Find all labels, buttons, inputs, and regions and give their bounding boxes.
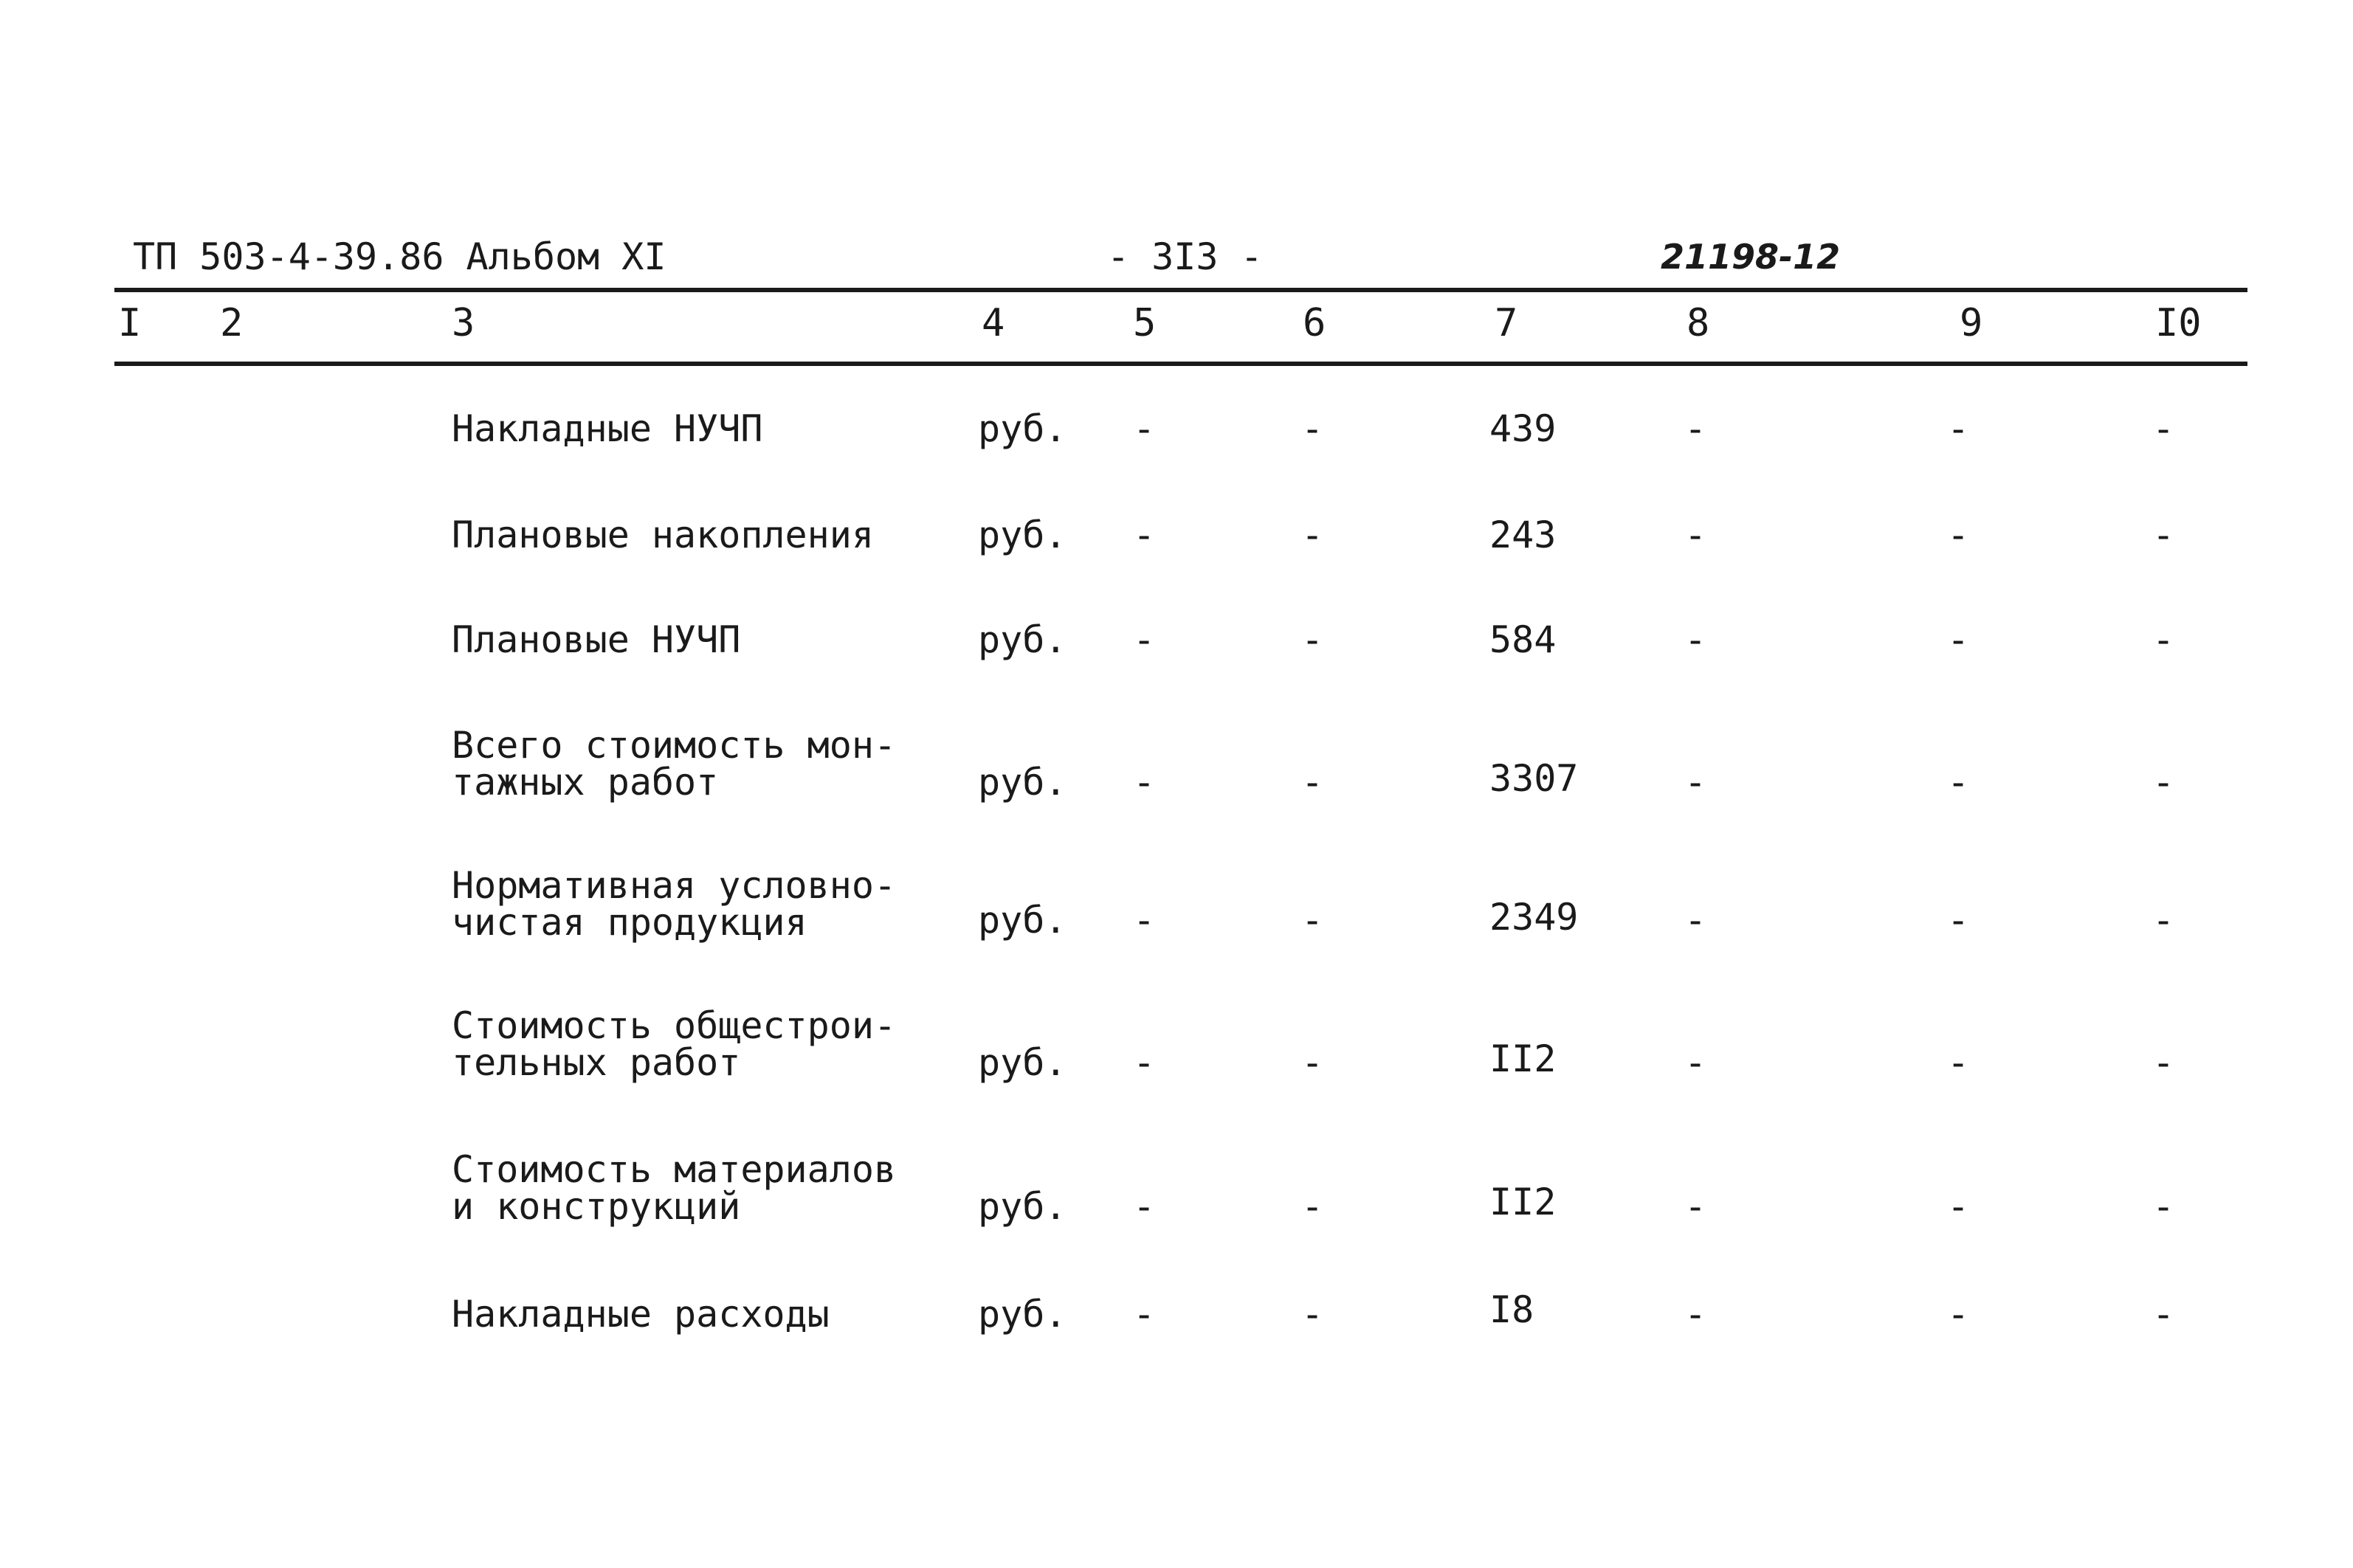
row-col6: - (1301, 761, 1324, 804)
row-unit: руб. (978, 514, 1067, 556)
row-col6: - (1301, 407, 1324, 450)
column-number-7: 7 (1495, 301, 1518, 345)
column-number-4: 4 (982, 301, 1005, 345)
row-name-line: Стоимость материалов (452, 1148, 897, 1191)
row-name-line: Накладные НУЧП (452, 407, 763, 450)
row-name-line: Нормативная условно- (452, 864, 897, 907)
column-number-3: 3 (452, 301, 475, 345)
column-number-5: 5 (1133, 301, 1157, 345)
row-col7: 584 (1489, 618, 1557, 661)
row-col10: - (2152, 1041, 2175, 1084)
table-row-name: Плановые НУЧП (452, 621, 740, 658)
row-col10: - (2152, 761, 2175, 804)
row-col9: - (1947, 618, 1970, 661)
row-col6: - (1301, 1185, 1324, 1228)
row-col6: - (1301, 514, 1324, 556)
column-number-9: 9 (1960, 301, 1983, 345)
row-unit: руб. (978, 1185, 1067, 1228)
row-unit: руб. (978, 407, 1067, 450)
table-row-name: Всего стоимость мон- тажных работ (452, 727, 896, 801)
table-row-name: Нормативная условно- чистая продукция (452, 867, 896, 941)
row-col6: - (1301, 1293, 1324, 1336)
row-col8: - (1684, 514, 1707, 556)
row-col9: - (1947, 1185, 1970, 1228)
row-name-line: и конструкций (452, 1185, 741, 1228)
row-name-line: Всего стоимость мон- (452, 724, 897, 767)
row-col7: 2349 (1489, 896, 1579, 939)
row-col7: 243 (1489, 514, 1557, 556)
table-row-name: Накладные НУЧП (452, 410, 762, 447)
column-number-1: I (118, 301, 142, 345)
row-col5: - (1133, 1185, 1156, 1228)
row-name-line: Плановые НУЧП (452, 618, 741, 661)
row-name-line: тельных работ (452, 1041, 741, 1084)
row-col6: - (1301, 1041, 1324, 1084)
row-col10: - (2152, 514, 2175, 556)
row-col7: 3307 (1489, 757, 1579, 800)
row-unit: руб. (978, 1293, 1067, 1336)
row-name-line: чистая продукция (452, 901, 807, 944)
row-col5: - (1133, 899, 1156, 942)
row-col5: - (1133, 407, 1156, 450)
row-name-line: Плановые накопления (452, 514, 874, 556)
row-col6: - (1301, 899, 1324, 942)
table-row-name: Стоимость общестрои- тельных работ (452, 1007, 896, 1081)
row-col9: - (1947, 1293, 1970, 1336)
header-rule-bottom (114, 362, 2247, 366)
header-rule-top (114, 288, 2247, 292)
column-number-2: 2 (220, 301, 244, 345)
row-col9: - (1947, 407, 1970, 450)
column-number-10: I0 (2155, 301, 2202, 345)
row-col8: - (1684, 1041, 1707, 1084)
row-col5: - (1133, 618, 1156, 661)
row-col5: - (1133, 514, 1156, 556)
row-col5: - (1133, 1293, 1156, 1336)
row-col10: - (2152, 1185, 2175, 1228)
row-col8: - (1684, 1185, 1707, 1228)
row-col8: - (1684, 761, 1707, 804)
document-code: ТП 503-4-39.86 Альбом XI (133, 235, 666, 278)
row-col10: - (2152, 407, 2175, 450)
handwritten-stamp: 21198-12 (1661, 237, 1841, 277)
row-name-line: Стоимость общестрои- (452, 1004, 897, 1047)
row-col6: - (1301, 618, 1324, 661)
row-col10: - (2152, 618, 2175, 661)
row-col10: - (2152, 899, 2175, 942)
column-number-8: 8 (1687, 301, 1710, 345)
column-number-6: 6 (1303, 301, 1326, 345)
row-col8: - (1684, 618, 1707, 661)
row-col7: I8 (1489, 1288, 1534, 1331)
page-number: - 3I3 - (1107, 235, 1263, 278)
table-row-name: Накладные расходы (452, 1296, 830, 1333)
row-col5: - (1133, 761, 1156, 804)
table-row-name: Стоимость материалов и конструкций (452, 1151, 896, 1225)
row-col9: - (1947, 514, 1970, 556)
row-col10: - (2152, 1293, 2175, 1336)
row-col5: - (1133, 1041, 1156, 1084)
table-row-name: Плановые накопления (452, 517, 874, 553)
row-col8: - (1684, 407, 1707, 450)
row-unit: руб. (978, 1041, 1067, 1084)
row-name-line: Накладные расходы (452, 1293, 830, 1336)
row-col7: II2 (1489, 1037, 1557, 1080)
row-col9: - (1947, 899, 1970, 942)
row-col7: 439 (1489, 407, 1557, 450)
row-col8: - (1684, 899, 1707, 942)
row-col8: - (1684, 1293, 1707, 1336)
row-unit: руб. (978, 618, 1067, 661)
row-unit: руб. (978, 761, 1067, 804)
row-name-line: тажных работ (452, 761, 719, 804)
row-col7: II2 (1489, 1181, 1557, 1223)
row-col9: - (1947, 761, 1970, 804)
row-col9: - (1947, 1041, 1970, 1084)
row-unit: руб. (978, 899, 1067, 942)
